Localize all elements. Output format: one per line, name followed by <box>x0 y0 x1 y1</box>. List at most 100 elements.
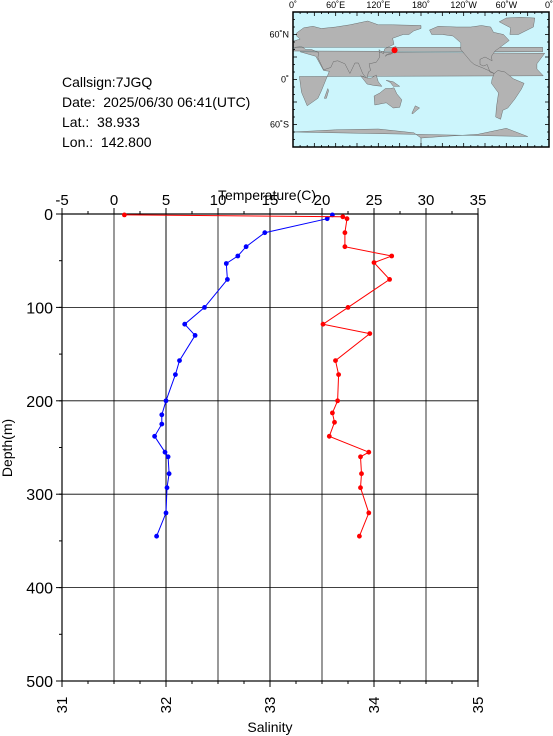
map-left-tick-label: 60˚N <box>269 30 289 40</box>
left-tick-label: 300 <box>26 487 53 504</box>
map-top-tick-label: 60˚E <box>326 0 345 10</box>
temperature-point <box>324 216 330 222</box>
callsign-label: Callsign: <box>62 74 116 90</box>
temperature-point <box>159 412 165 418</box>
temperature-point <box>182 321 188 327</box>
station-info: Callsign:7JGQ Date: 2025/06/30 06:41(UTC… <box>62 72 250 152</box>
salinity-line <box>124 214 394 537</box>
map-top-tick-label: 60˚W <box>496 0 518 10</box>
land-n-america <box>429 25 510 74</box>
top-tick-label: 10 <box>210 192 227 209</box>
temperature-point <box>163 510 169 516</box>
salinity-point <box>342 230 348 236</box>
salinity-point <box>342 244 348 250</box>
lat-value: 38.933 <box>97 114 140 130</box>
top-tick-label: 25 <box>366 192 383 209</box>
bottom-tick-label: 32 <box>158 697 175 714</box>
callsign-value: 7JGQ <box>115 74 153 90</box>
salinity-point <box>389 253 395 259</box>
map-ticks: 0˚ 60˚E 120˚E 180˚ 120˚W 60˚W 0˚ 60˚N 0˚ 60˚S <box>269 0 553 148</box>
left-tick-label: 400 <box>26 581 53 598</box>
land-madagascar <box>324 87 329 99</box>
date-label: Date: <box>62 94 96 110</box>
salinity-point <box>387 277 392 282</box>
land-new-guinea <box>386 80 401 87</box>
salinity-point <box>122 212 127 218</box>
salinity-point <box>366 510 372 516</box>
top-tick-label: 5 <box>162 192 170 209</box>
salinity-point <box>366 449 372 455</box>
land-indonesia <box>360 74 383 87</box>
top-tick-label: 0 <box>110 192 118 209</box>
salinity-point <box>344 216 350 222</box>
land-s-america <box>491 70 525 120</box>
top-tick-label: 15 <box>262 192 279 209</box>
map-land <box>292 17 546 148</box>
salinity-point <box>333 358 338 363</box>
chart-grid <box>61 213 479 682</box>
temperature-point <box>165 454 171 460</box>
chart-series <box>122 212 395 539</box>
land-eurasia <box>292 20 543 80</box>
map-left-tick-label: 0˚ <box>281 75 289 85</box>
temperature-line <box>154 214 333 537</box>
temperature-point <box>154 533 160 539</box>
salinity-point <box>367 331 373 336</box>
salinity-point <box>358 454 363 460</box>
salinity-point <box>336 372 341 377</box>
station-marker <box>391 47 398 54</box>
top-tick-label: 20 <box>314 192 331 209</box>
temperature-point <box>162 449 168 455</box>
salinity-point <box>345 305 351 310</box>
bottom-tick-label: 35 <box>470 697 487 714</box>
top-tick-label: -5 <box>55 192 68 209</box>
map-top-tick-label: 120˚E <box>366 0 390 10</box>
temperature-point <box>173 372 178 377</box>
y-axis-label: Depth(m) <box>0 419 15 477</box>
salinity-point <box>332 419 337 425</box>
temperature-point <box>166 471 172 477</box>
temperature-point <box>159 421 165 427</box>
temperature-point <box>262 230 268 236</box>
lon-label: Lon.: <box>62 134 94 150</box>
temperature-point <box>330 212 335 218</box>
map-top-tick-label: 0˚ <box>545 0 553 10</box>
left-tick-label: 200 <box>26 394 53 411</box>
map-top-tick-label: 120˚W <box>450 0 477 10</box>
land-new-zealand <box>411 105 420 115</box>
top-axis-label: Temperature(C) <box>218 187 316 203</box>
bottom-tick-label: 33 <box>262 697 279 714</box>
left-tick-label: 100 <box>26 300 53 317</box>
temperature-point <box>164 485 170 491</box>
temperature-point <box>192 333 198 338</box>
salinity-point <box>357 533 362 539</box>
left-tick-label: 500 <box>26 674 53 691</box>
salinity-point <box>326 433 332 439</box>
temperature-point <box>235 253 241 259</box>
temperature-point <box>225 277 230 282</box>
lon-row: Lon.: 142.800 <box>62 132 250 152</box>
lon-value: 142.800 <box>100 134 152 150</box>
plot-frame <box>61 213 479 682</box>
top-tick-label: 30 <box>418 192 435 209</box>
bottom-tick-label: 31 <box>54 697 71 714</box>
callsign-row: Callsign:7JGQ <box>62 72 250 92</box>
temperature-point <box>163 398 169 404</box>
temperature-point <box>223 261 229 266</box>
date-row: Date: 2025/06/30 06:41(UTC) <box>62 92 250 112</box>
land-greenland <box>498 17 536 35</box>
salinity-point <box>320 321 326 327</box>
salinity-point <box>330 410 335 416</box>
temperature-point <box>202 305 207 310</box>
bottom-axis-label: Salinity <box>247 719 292 735</box>
salinity-point <box>359 471 364 477</box>
top-tick-label: 35 <box>470 192 487 209</box>
temperature-point <box>152 433 158 439</box>
salinity-point <box>371 260 377 265</box>
lat-row: Lat.: 38.933 <box>62 112 250 132</box>
salinity-point <box>358 485 363 491</box>
lat-label: Lat.: <box>62 114 90 130</box>
temperature-point <box>243 244 249 250</box>
